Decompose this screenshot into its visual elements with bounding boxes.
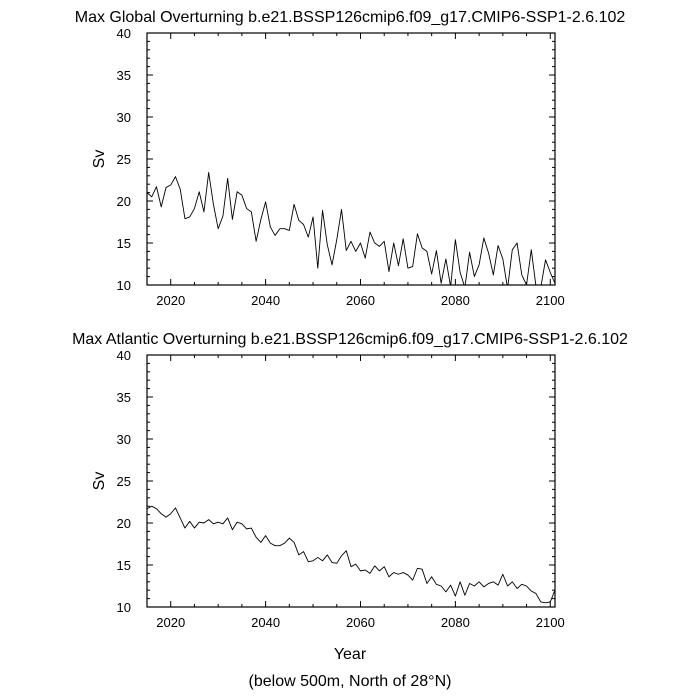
atlantic-y-tick-label: 30 [117,432,131,447]
atlantic-series-group [147,505,555,604]
atlantic-series-line [147,505,555,604]
global-x-tick-label: 2020 [156,293,185,308]
atlantic-x-tick-label: 2040 [251,615,280,630]
atlantic-y-tick-label: 25 [117,474,131,489]
global-overturning-panel: Max Global Overturning b.e21.BSSP126cmip… [75,9,626,308]
atlantic-ticks: 10 15 20 25 30 35 40 2020 2040 2060 2080 2100 [117,348,565,630]
global-x-tick-label: 2080 [441,293,470,308]
atlantic-y-tick-label: 20 [117,516,131,531]
global-y-tick-label: 20 [117,194,131,209]
atlantic-x-axis-label: Year [334,646,367,663]
global-y-tick-label: 30 [117,110,131,125]
atlantic-y-tick-label: 40 [117,348,131,363]
atlantic-x-tick-label: 2060 [346,615,375,630]
global-x-tick-label: 2040 [251,293,280,308]
atlantic-plot-frame [146,354,556,608]
atlantic-y-tick-label: 35 [117,390,131,405]
footnote: (below 500m, North of 28°N) [249,673,452,690]
global-series-group [147,171,555,285]
atlantic-x-tick-label: 2080 [441,615,470,630]
atlantic-x-tick-label: 2020 [156,615,185,630]
global-plot-frame [146,32,556,286]
global-series-line [147,171,555,285]
global-y-tick-label: 15 [117,236,131,251]
global-y-tick-label: 25 [117,152,131,167]
atlantic-overturning-panel: Max Atlantic Overturning b.e21.BSSP126cm… [72,331,628,663]
global-y-tick-label: 40 [117,26,131,41]
global-y-tick-label: 35 [117,68,131,83]
global-y-axis-label: Sv [91,150,108,169]
atlantic-chart-title: Max Atlantic Overturning b.e21.BSSP126cm… [72,331,628,348]
global-x-tick-label: 2100 [536,293,565,308]
global-y-tick-label: 10 [117,278,131,293]
global-x-tick-label: 2060 [346,293,375,308]
atlantic-y-tick-label: 10 [117,600,131,615]
atlantic-y-axis-label: Sv [91,472,108,491]
global-ticks: 10 15 20 25 30 35 40 2020 2040 2060 2080 2100 [117,26,565,308]
global-chart-title: Max Global Overturning b.e21.BSSP126cmip… [75,9,626,26]
atlantic-y-tick-label: 15 [117,558,131,573]
atlantic-x-tick-label: 2100 [536,615,565,630]
